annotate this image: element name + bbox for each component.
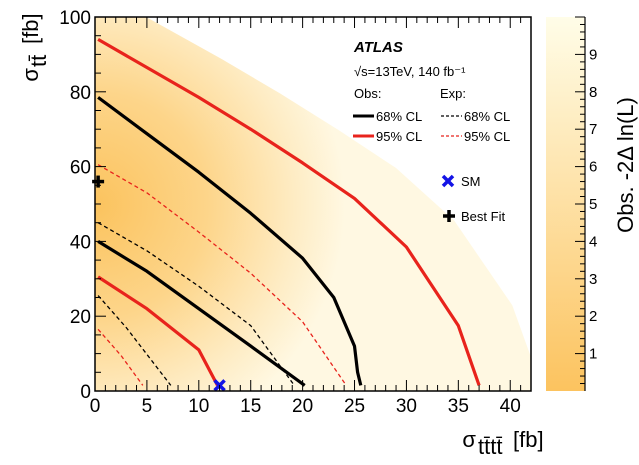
legend-obs-68-label: 68% CL [376, 109, 422, 124]
colorbar-tick-label: 3 [589, 271, 597, 288]
colorbar-tick-label: 5 [589, 196, 597, 213]
atlas-label: ATLAS [353, 39, 403, 56]
x-axis: 0 5 10 15 20 25 30 35 40 [90, 17, 532, 417]
legend-obs-title: Obs: [354, 86, 381, 101]
energy-lumi-label: √s=13TeV, 140 fb⁻¹ [354, 64, 466, 79]
x-axis-title: σ tt̄tt̄ [fb] [462, 427, 543, 459]
y-tick-label: 0 [80, 382, 91, 403]
x-tick-label: 25 [344, 396, 365, 417]
colorbar-tick-label: 9 [589, 46, 597, 63]
y-axis-title-sigma: σ [18, 68, 43, 82]
contour-exp-95-inner [97, 328, 144, 386]
contour-exp-68-outer [97, 222, 295, 386]
x-tick-label: 20 [292, 396, 313, 417]
likelihood-heat-region [95, 17, 531, 391]
legend-obs-95-label: 95% CL [376, 129, 422, 144]
contour-obs-95-inner [97, 275, 219, 387]
legend: Obs: Exp: 68% CL 68% CL 95% CL 95% CL SM… [353, 86, 510, 224]
legend-sm-label: SM [461, 174, 481, 189]
y-axis: 0 20 40 60 80 100 [59, 8, 106, 403]
legend-exp-68-label: 68% CL [464, 109, 510, 124]
y-tick-label: 40 [70, 232, 91, 253]
colorbar-tick-label: 4 [589, 233, 597, 250]
contour-obs-68-inner [97, 240, 306, 387]
legend-exp-title: Exp: [440, 86, 466, 101]
contour-exp-68-inner [97, 295, 172, 386]
legend-best-fit-marker-icon [443, 210, 455, 222]
y-axis-title-subscript: tt̄ [26, 55, 51, 67]
x-tick-label: 35 [448, 396, 469, 417]
x-axis-title-sigma: σ [462, 427, 476, 452]
y-tick-label: 80 [70, 83, 91, 104]
y-tick-label: 100 [59, 8, 91, 29]
colorbar-axis: 1 2 3 4 5 6 7 8 9 [575, 16, 597, 385]
x-tick-label: 30 [396, 396, 417, 417]
legend-exp-95-label: 95% CL [464, 129, 510, 144]
colorbar-tick-label: 2 [589, 308, 597, 325]
colorbar-tick-label: 7 [589, 121, 597, 138]
x-tick-label: 0 [90, 396, 101, 417]
contour-lines [97, 38, 481, 387]
y-axis-title-unit: [fb] [18, 13, 43, 44]
x-tick-label: 40 [500, 396, 521, 417]
y-tick-label: 20 [70, 307, 91, 328]
contour-obs-68-outer [97, 96, 363, 386]
x-axis-title-unit: [fb] [513, 427, 544, 452]
colorbar-title: Obs. -2Δ ln(L) [613, 97, 638, 233]
colorbar-tick-label: 6 [589, 159, 597, 176]
colorbar-tick-label: 1 [589, 346, 597, 363]
contour-exp-95-outer [97, 164, 347, 386]
x-tick-label: 5 [142, 396, 153, 417]
y-tick-label: 60 [70, 158, 91, 179]
legend-sm-marker-icon [441, 174, 455, 188]
contour-obs-95-outer [97, 38, 481, 386]
colorbar-tick-label: 8 [589, 84, 597, 101]
legend-best-fit-label: Best Fit [461, 209, 505, 224]
x-tick-label: 10 [188, 396, 209, 417]
y-axis-title: σ tt̄ [fb] [18, 13, 51, 81]
x-tick-label: 15 [240, 396, 261, 417]
x-axis-title-subscript: tt̄tt̄ [478, 434, 502, 459]
